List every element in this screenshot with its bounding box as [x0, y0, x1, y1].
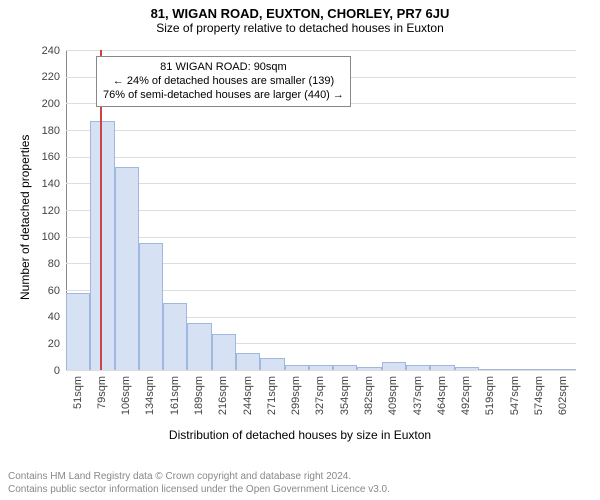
- x-tick-label: 244sqm: [242, 376, 254, 426]
- x-tick-label: 492sqm: [460, 376, 472, 426]
- annotation-line-1: 81 WIGAN ROAD: 90sqm: [103, 61, 344, 75]
- histogram-bar: [430, 365, 454, 370]
- histogram-bar: [527, 369, 551, 370]
- histogram-bar: [285, 365, 309, 370]
- histogram-bar: [357, 367, 381, 370]
- x-tick-label: 51sqm: [72, 376, 84, 426]
- y-tick-label: 160: [42, 151, 60, 163]
- x-tick-label: 519sqm: [484, 376, 496, 426]
- annotation-line-2: ← 24% of detached houses are smaller (13…: [103, 75, 344, 89]
- grid-line: [66, 210, 576, 211]
- histogram-bar: [187, 323, 211, 370]
- x-tick-label: 327sqm: [314, 376, 326, 426]
- footer-line-2: Contains public sector information licen…: [8, 484, 390, 497]
- x-tick-label: 79sqm: [96, 376, 108, 426]
- x-tick-label: 106sqm: [120, 376, 132, 426]
- footer-line-1: Contains HM Land Registry data © Crown c…: [8, 471, 390, 484]
- y-tick-label: 20: [48, 338, 60, 350]
- annotation-line-3: 76% of semi-detached houses are larger (…: [103, 89, 344, 103]
- histogram-bar: [382, 362, 406, 370]
- y-tick-label: 220: [42, 71, 60, 83]
- footer-attribution: Contains HM Land Registry data © Crown c…: [8, 471, 390, 496]
- x-tick-label: 134sqm: [144, 376, 156, 426]
- histogram-bar: [115, 167, 139, 370]
- histogram-bar: [552, 369, 576, 370]
- y-tick-label: 0: [54, 365, 60, 377]
- x-tick-label: 216sqm: [217, 376, 229, 426]
- chart-container: { "chart": { "type": "histogram", "title…: [0, 0, 600, 500]
- grid-line: [66, 130, 576, 131]
- grid-line: [66, 370, 576, 371]
- y-tick-label: 100: [42, 231, 60, 243]
- x-tick-label: 437sqm: [412, 376, 424, 426]
- annotation-box: 81 WIGAN ROAD: 90sqm ← 24% of detached h…: [96, 56, 351, 107]
- x-tick-label: 602sqm: [557, 376, 569, 426]
- grid-line: [66, 237, 576, 238]
- x-tick-label: 271sqm: [266, 376, 278, 426]
- histogram-bar: [333, 365, 357, 370]
- y-tick-label: 60: [48, 285, 60, 297]
- histogram-bar: [163, 303, 187, 370]
- chart-subtitle: Size of property relative to detached ho…: [0, 21, 600, 35]
- y-tick-label: 40: [48, 311, 60, 323]
- chart-title: 81, WIGAN ROAD, EUXTON, CHORLEY, PR7 6JU: [0, 0, 600, 21]
- x-tick-label: 574sqm: [533, 376, 545, 426]
- x-tick-label: 354sqm: [339, 376, 351, 426]
- x-tick-label: 547sqm: [509, 376, 521, 426]
- y-tick-label: 240: [42, 45, 60, 57]
- grid-line: [66, 50, 576, 51]
- x-tick-label: 382sqm: [363, 376, 375, 426]
- x-tick-label: 189sqm: [193, 376, 205, 426]
- x-axis-label: Distribution of detached houses by size …: [0, 428, 600, 442]
- histogram-bar: [309, 365, 333, 370]
- histogram-bar: [212, 334, 236, 370]
- x-tick-label: 409sqm: [387, 376, 399, 426]
- histogram-bar: [479, 369, 503, 370]
- grid-line: [66, 183, 576, 184]
- x-tick-label: 464sqm: [436, 376, 448, 426]
- histogram-bar: [66, 293, 90, 370]
- histogram-bar: [139, 243, 163, 370]
- y-tick-label: 120: [42, 205, 60, 217]
- histogram-bar: [455, 367, 479, 370]
- x-tick-label: 299sqm: [290, 376, 302, 426]
- histogram-bar: [503, 369, 527, 370]
- y-tick-label: 200: [42, 98, 60, 110]
- y-tick-label: 80: [48, 258, 60, 270]
- histogram-bar: [236, 353, 260, 370]
- histogram-bar: [260, 358, 284, 370]
- histogram-bar: [90, 121, 114, 370]
- histogram-bar: [406, 365, 430, 370]
- x-tick-label: 161sqm: [169, 376, 181, 426]
- y-tick-label: 180: [42, 125, 60, 137]
- y-tick-label: 140: [42, 178, 60, 190]
- y-axis-label: Number of detached properties: [18, 135, 32, 300]
- grid-line: [66, 157, 576, 158]
